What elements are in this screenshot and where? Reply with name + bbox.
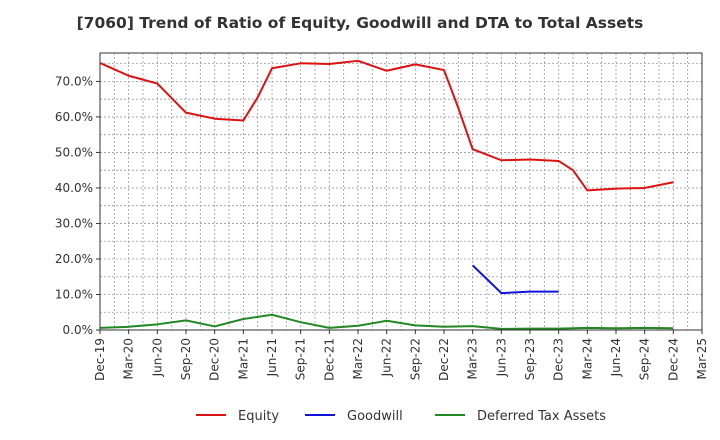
x-tick-label: Dec-21 [322, 338, 336, 381]
legend-label-deferred-tax-assets: Deferred Tax Assets [477, 409, 606, 424]
x-tick-label: Mar-24 [580, 338, 594, 379]
legend-layer: Equity Goodwill Deferred Tax Assets [196, 409, 606, 424]
y-tick-label: 40.0% [55, 181, 93, 195]
legend-label-goodwill: Goodwill [347, 409, 403, 424]
x-tick-label: Dec-22 [437, 338, 451, 381]
series-line-equity [99, 59, 674, 192]
x-tick-label: Mar-25 [695, 338, 709, 379]
x-tick-label: Jun-24 [609, 338, 623, 377]
x-tick-label: Sep-23 [523, 338, 537, 380]
x-tick-label: Sep-22 [408, 338, 422, 380]
y-tick-label: 10.0% [55, 287, 93, 301]
x-tick-label: Dec-23 [552, 338, 566, 381]
x-tick-label: Jun-21 [265, 338, 279, 377]
y-tick-label: 30.0% [55, 216, 93, 230]
x-tick-label: Mar-21 [236, 338, 250, 379]
x-tick-label: Sep-24 [638, 338, 652, 380]
grid-layer [99, 53, 703, 330]
x-tick-label: Sep-20 [179, 338, 193, 380]
x-tick-label: Mar-20 [122, 338, 136, 379]
legend-label-equity: Equity [238, 409, 279, 424]
series-line-deferred-tax-assets [99, 313, 674, 330]
series-layer [99, 59, 674, 330]
x-tick-label: Mar-22 [351, 338, 365, 379]
axis-layer: 0.0% 10.0% 20.0% 30.0% 40.0% 50.0% 60.0% 70.0% D… [55, 74, 709, 380]
y-tick-label: 50.0% [55, 145, 93, 159]
y-tick-label: 0.0% [63, 323, 94, 337]
x-tick-label: Dec-20 [208, 338, 222, 381]
x-tick-label: Jun-22 [380, 338, 394, 377]
y-tick-label: 20.0% [55, 252, 93, 266]
x-tick-label: Sep-21 [294, 338, 308, 380]
y-tick-label: 70.0% [55, 74, 93, 88]
y-tick-label: 60.0% [55, 110, 93, 124]
plot-frame [99, 52, 703, 331]
chart-title: [7060] Trend of Ratio of Equity, Goodwil… [76, 14, 644, 32]
x-tick-label: Jun-20 [150, 338, 164, 377]
x-tick-label: Dec-24 [666, 338, 680, 381]
x-tick-label: Dec-19 [93, 338, 107, 381]
x-tick-label: Jun-23 [494, 338, 508, 377]
series-line-goodwill [471, 264, 559, 295]
x-tick-label: Mar-23 [466, 338, 480, 379]
